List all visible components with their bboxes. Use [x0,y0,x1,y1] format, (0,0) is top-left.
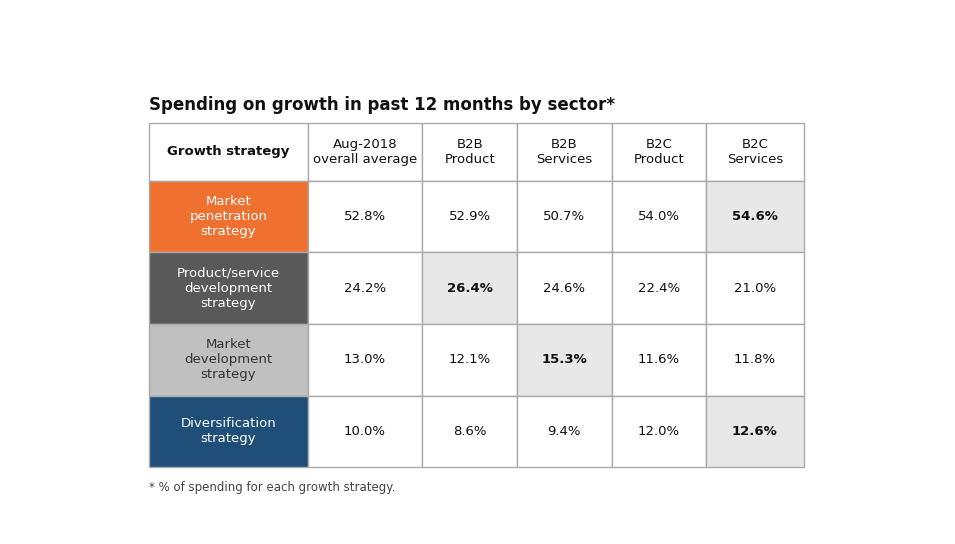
Text: Aug-2018
overall average: Aug-2018 overall average [313,138,417,166]
Text: 12.6%: 12.6% [732,425,777,438]
Bar [422,252,517,324]
Text: 24.2%: 24.2% [344,282,386,295]
Bar [706,252,804,324]
Text: 21.0%: 21.0% [733,282,775,295]
Text: Diversification
strategy: Diversification strategy [180,417,276,446]
Text: 11.6%: 11.6% [638,353,680,366]
Bar [308,123,422,181]
Text: 9.4%: 9.4% [547,425,581,438]
Text: 54.0%: 54.0% [638,210,680,223]
Text: Market
development
strategy: Market development strategy [184,338,272,381]
Bar [308,181,422,252]
Text: B2B
Services: B2B Services [536,138,592,166]
Text: 50.7%: 50.7% [543,210,585,223]
Bar [517,324,611,395]
Bar [149,181,308,252]
Text: 12.1%: 12.1% [449,353,491,366]
Text: 26.4%: 26.4% [447,282,493,295]
Text: 13.0%: 13.0% [344,353,386,366]
Text: 52.8%: 52.8% [344,210,386,223]
Bar [149,324,308,395]
Text: Spending on growth in past 12 months by sector*: Spending on growth in past 12 months by … [149,96,615,114]
Bar [706,181,804,252]
Bar [422,324,517,395]
Text: 11.8%: 11.8% [733,353,775,366]
Text: 22.4%: 22.4% [638,282,680,295]
Bar [517,123,611,181]
Bar [149,252,308,324]
Text: 54.6%: 54.6% [732,210,777,223]
Bar [517,395,611,467]
Bar [308,395,422,467]
Bar [706,123,804,181]
Text: 15.3%: 15.3% [541,353,587,366]
Text: 10.0%: 10.0% [344,425,386,438]
Bar [517,252,611,324]
Bar [611,395,706,467]
Text: 24.6%: 24.6% [543,282,585,295]
Text: * % of spending for each growth strategy.: * % of spending for each growth strategy… [149,481,395,494]
Text: 52.9%: 52.9% [449,210,491,223]
Bar [422,395,517,467]
Text: B2B
Product: B2B Product [444,138,495,166]
Bar [611,123,706,181]
Bar [308,324,422,395]
Text: 12.0%: 12.0% [638,425,680,438]
Bar [611,181,706,252]
Bar [149,395,308,467]
Text: B2C
Services: B2C Services [727,138,783,166]
Text: 8.6%: 8.6% [453,425,486,438]
Text: Growth strategy: Growth strategy [167,145,289,158]
Text: Product/service
development
strategy: Product/service development strategy [177,267,280,310]
Bar [706,395,804,467]
Bar [308,252,422,324]
Bar [611,324,706,395]
Bar [706,324,804,395]
Bar [517,181,611,252]
Bar [422,123,517,181]
Bar [422,181,517,252]
Bar [611,252,706,324]
Text: B2C
Product: B2C Product [633,138,684,166]
Bar [149,123,308,181]
Text: Market
penetration
strategy: Market penetration strategy [189,195,267,238]
